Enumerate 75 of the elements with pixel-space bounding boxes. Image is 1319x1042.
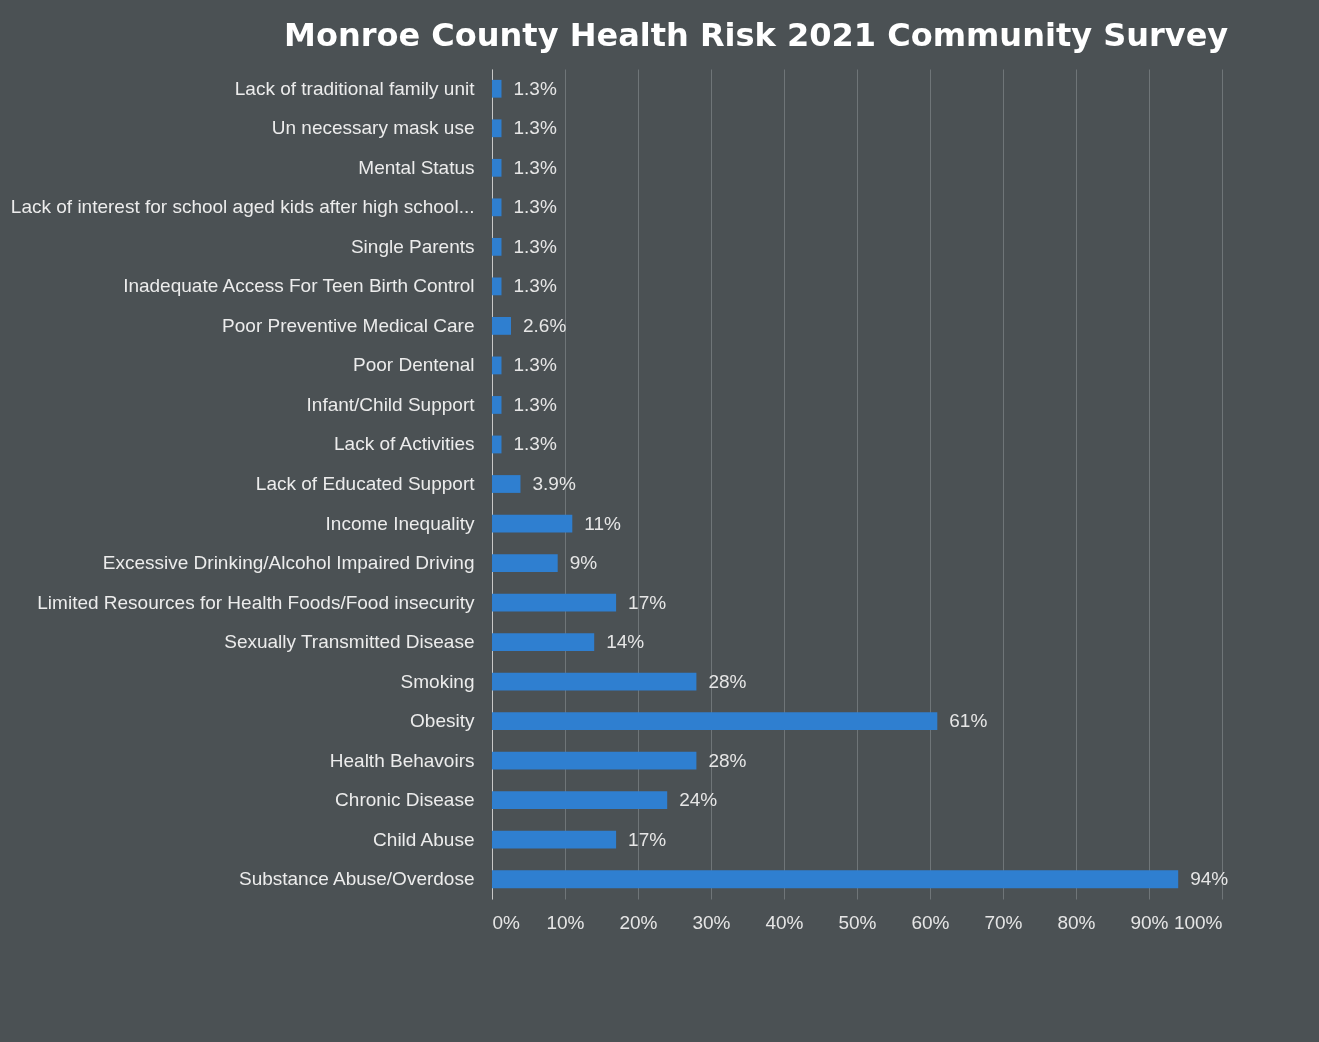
bar — [492, 237, 502, 256]
x-tick-label: 60% — [911, 911, 950, 933]
y-tick-label: Single Parents — [350, 235, 475, 257]
y-tick-label: Sexually Transmitted Disease — [224, 631, 475, 653]
x-tick-label: 10% — [546, 911, 585, 933]
bar — [492, 356, 502, 375]
data-label: 11% — [584, 512, 622, 534]
bar — [492, 791, 668, 810]
bar — [492, 830, 617, 849]
y-tick-label: Limited Resources for Health Foods/Food insecurity — [37, 591, 475, 613]
data-label: 1.3% — [513, 393, 557, 415]
y-tick-label: Excessive Drinking/Alcohol Impaired Driving — [102, 552, 475, 574]
data-label: 1.3% — [513, 433, 557, 455]
y-tick-label: Un necessary mask use — [271, 117, 475, 139]
x-tick-label: 80% — [1057, 911, 1096, 933]
y-tick-label: Lack of traditional family unit — [234, 77, 476, 99]
x-tick-label: 70% — [984, 911, 1023, 933]
y-tick-label: Smoking — [400, 670, 475, 692]
y-tick-label: Infant/Child Support — [306, 393, 476, 415]
y-tick-label: Mental Status — [358, 156, 475, 178]
data-label: 1.3% — [513, 117, 557, 139]
x-tick-label: 100% — [1173, 911, 1223, 933]
data-label: 1.3% — [513, 275, 557, 297]
x-tick-label: 50% — [838, 911, 877, 933]
y-tick-label: Chronic Disease — [335, 789, 475, 811]
data-label: 17% — [628, 591, 667, 613]
data-label: 28% — [708, 670, 747, 692]
bar — [492, 198, 502, 217]
bar — [492, 277, 502, 296]
y-tick-label: Poor Preventive Medical Care — [222, 314, 475, 336]
x-tick-label: 30% — [692, 911, 731, 933]
y-tick-label: Lack of Activities — [334, 433, 475, 455]
data-label: 1.3% — [513, 235, 557, 257]
bar — [492, 396, 502, 414]
bar — [492, 672, 697, 691]
bar — [492, 79, 502, 98]
x-tick-label: 90% — [1130, 911, 1169, 933]
y-tick-label: Inadequate Access For Teen Birth Control — [123, 275, 475, 297]
chart-title: Monroe County Health Risk 2021 Community Survey — [284, 16, 1229, 54]
bar — [492, 870, 1179, 889]
bar — [492, 317, 511, 335]
y-tick-label: Substance Abuse/Overdose — [238, 868, 475, 890]
bar — [492, 593, 617, 612]
bar — [492, 554, 558, 572]
bar — [492, 514, 573, 533]
bar — [492, 633, 595, 651]
bar — [492, 751, 697, 770]
data-label: 1.3% — [513, 156, 557, 178]
data-label: 9% — [569, 552, 598, 574]
y-tick-label: Lack of Educated Support — [255, 473, 476, 494]
y-tick-label: Obesity — [410, 710, 475, 732]
data-label: 1.3% — [513, 77, 557, 99]
data-label: 1.3% — [513, 354, 557, 376]
data-label: 94% — [1190, 868, 1229, 890]
bar — [492, 475, 521, 493]
y-tick-label: Child Abuse — [373, 828, 475, 850]
bar — [492, 435, 502, 454]
x-tick-label: 40% — [765, 911, 804, 933]
data-label: 14% — [606, 631, 645, 653]
y-tick-label: Poor Dentenal — [353, 354, 475, 376]
y-tick-label: Health Behavoirs — [329, 749, 475, 771]
data-label: 24% — [679, 789, 718, 811]
y-tick-label: Income Inequality — [325, 512, 475, 534]
x-tick-label: 20% — [619, 911, 658, 933]
data-label: 28% — [708, 749, 747, 771]
bar — [492, 119, 502, 138]
x-tick-label: 0% — [492, 911, 521, 933]
data-label: 17% — [628, 828, 667, 850]
y-tick-label: Lack of interest for school aged kids after high school... — [10, 196, 475, 218]
bar — [492, 158, 502, 177]
data-label: 2.6% — [522, 314, 567, 336]
data-label: 3.9% — [532, 473, 576, 494]
data-label: 1.3% — [513, 196, 557, 218]
data-label: 61% — [949, 710, 988, 732]
bar — [492, 712, 938, 731]
